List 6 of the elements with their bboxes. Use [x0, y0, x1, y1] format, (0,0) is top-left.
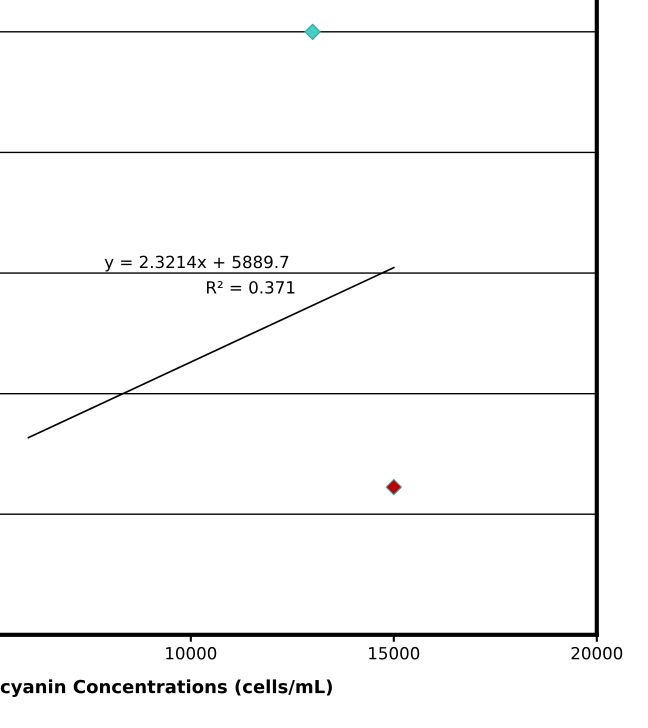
x-tick-label: 10000: [166, 646, 216, 660]
x-tick-label: 15000: [369, 646, 420, 660]
x-axis-title: cyanin Concentrations (cells/mL): [0, 679, 332, 698]
annotation: y = 2.3214x + 5889.7: [104, 256, 288, 272]
annotation: R² = 0.371: [207, 281, 294, 294]
x-tick-label: 20000: [572, 646, 622, 660]
